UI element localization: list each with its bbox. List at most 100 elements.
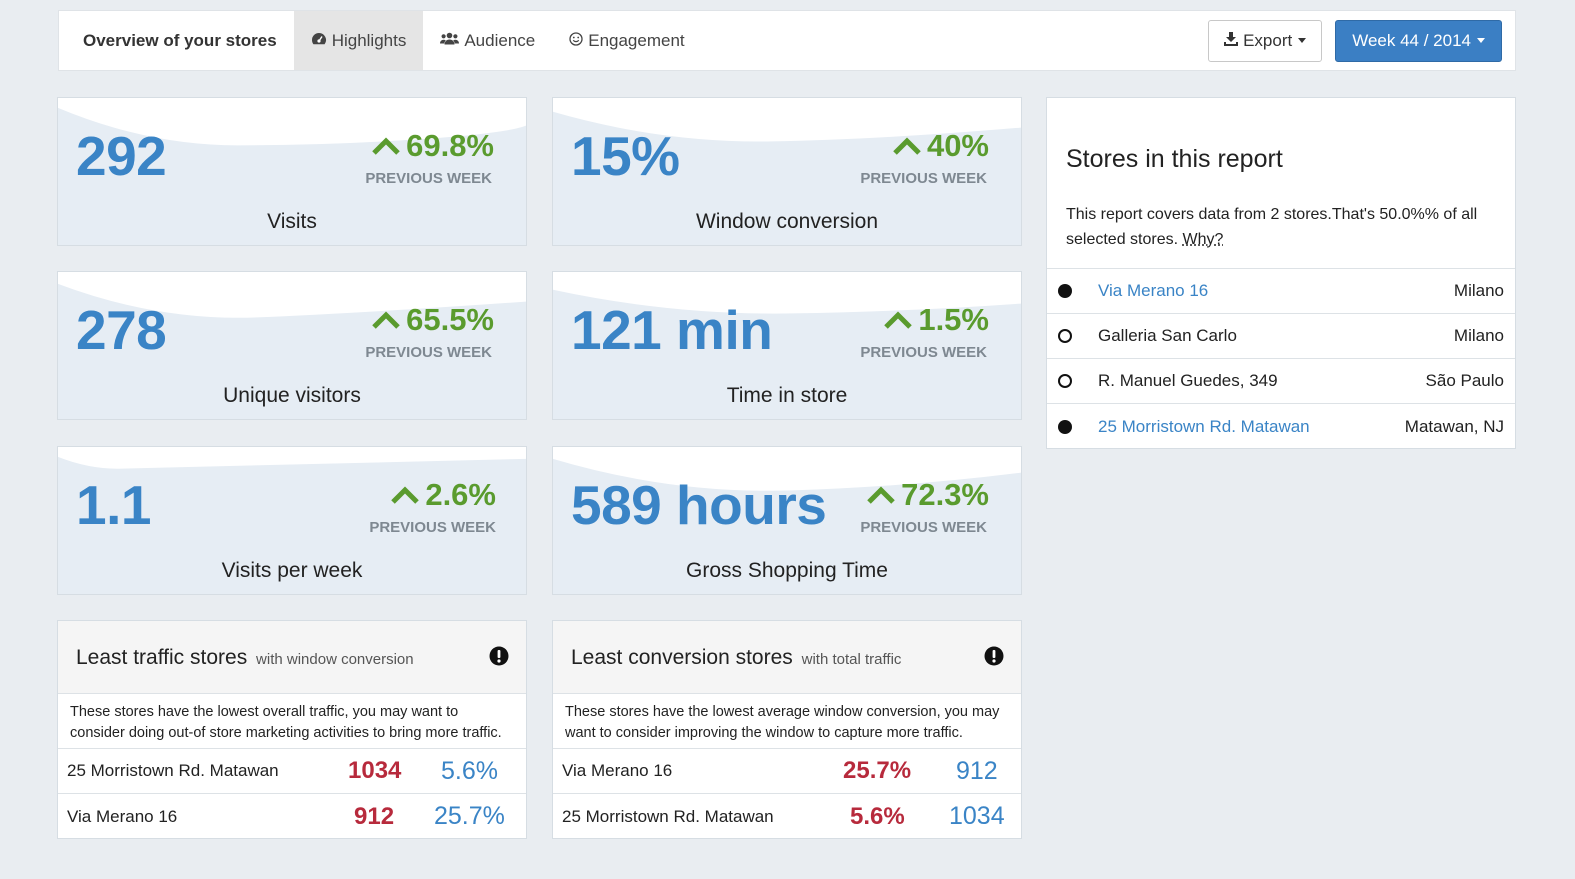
kpi-change: 40% bbox=[893, 128, 989, 164]
stores-panel: Stores in this report This report covers… bbox=[1046, 97, 1516, 449]
store-row[interactable]: R. Manuel Guedes, 349 São Paulo bbox=[1047, 359, 1515, 404]
panel-title: Least traffic stores with window convers… bbox=[76, 646, 414, 670]
kpi-label: Gross Shopping Time bbox=[686, 559, 888, 582]
dashboard-icon bbox=[311, 32, 327, 49]
kpi-card-window-conversion: 15% 40% PREVIOUS WEEK Window conversion bbox=[552, 97, 1022, 246]
stores-description-text: This report covers data from 2 stores.Th… bbox=[1066, 206, 1478, 248]
conversion-value: 5.6% bbox=[850, 802, 905, 830]
kpi-change-value: 1.5% bbox=[918, 302, 989, 337]
tab-audience-label: Audience bbox=[464, 30, 536, 50]
trend-up-icon bbox=[884, 311, 913, 329]
panel-header: Least traffic stores with window convers… bbox=[58, 621, 526, 694]
stores-panel-title: Stores in this report bbox=[1066, 145, 1283, 173]
store-name: Galleria San Carlo bbox=[1098, 326, 1237, 345]
kpi-change: 69.8% bbox=[372, 128, 494, 164]
table-row: 25 Morristown Rd. Matawan 1034 5.6% bbox=[58, 749, 526, 794]
kpi-label: Time in store bbox=[726, 384, 848, 407]
kpi-value: 292 bbox=[76, 125, 167, 187]
kpi-value: 121 min bbox=[571, 299, 773, 361]
sparkline-background bbox=[553, 458, 1021, 594]
store-name-link[interactable]: Via Merano 16 bbox=[1098, 281, 1209, 300]
store-name: R. Manuel Guedes, 349 bbox=[1098, 371, 1278, 390]
kpi-label: Visits bbox=[267, 210, 317, 233]
users-icon bbox=[440, 32, 460, 49]
store-city: Milano bbox=[1453, 281, 1504, 300]
tab-highlights[interactable]: Highlights bbox=[293, 11, 424, 70]
kpi-compare-label: PREVIOUS WEEK bbox=[860, 519, 987, 536]
export-button[interactable]: Export bbox=[1208, 19, 1323, 62]
panel-subtitle: with total traffic bbox=[801, 651, 902, 668]
trend-up-icon bbox=[867, 486, 895, 504]
least-traffic-panel: Least traffic stores with window convers… bbox=[57, 620, 527, 839]
store-row[interactable]: 25 Morristown Rd. Matawan Matawan, NJ bbox=[1047, 404, 1515, 449]
store-city: Matawan, NJ bbox=[1404, 416, 1504, 436]
kpi-change: 72.3% bbox=[867, 477, 989, 513]
traffic-value: 912 bbox=[956, 756, 998, 785]
kpi-value: 278 bbox=[76, 299, 167, 361]
stores-panel-description: This report covers data from 2 stores.Th… bbox=[1066, 202, 1506, 252]
kpi-value: 15% bbox=[571, 125, 680, 187]
download-icon bbox=[1224, 31, 1239, 50]
kpi-card-visits: 292 69.8% PREVIOUS WEEK Visits bbox=[57, 97, 527, 246]
kpi-compare-label: PREVIOUS WEEK bbox=[365, 344, 492, 361]
conversion-value: 5.6% bbox=[441, 756, 498, 785]
chevron-down-icon bbox=[1298, 38, 1307, 43]
kpi-value: 589 hours bbox=[571, 474, 827, 536]
tab-overview[interactable]: Overview of your stores bbox=[59, 11, 294, 70]
chevron-down-icon bbox=[1477, 38, 1485, 43]
store-city: São Paulo bbox=[1425, 371, 1504, 390]
kpi-change: 1.5% bbox=[884, 302, 989, 338]
sparkline-background bbox=[58, 107, 526, 245]
smile-icon bbox=[569, 31, 583, 50]
kpi-label: Window conversion bbox=[695, 210, 879, 233]
tab-engagement[interactable]: Engagement bbox=[552, 11, 701, 70]
panel-title-text: Least conversion stores bbox=[571, 646, 793, 669]
kpi-change: 65.5% bbox=[372, 302, 494, 338]
week-label: Week 44 / 2014 bbox=[1352, 30, 1471, 50]
store-row[interactable]: Via Merano 16 Milano bbox=[1047, 269, 1515, 314]
panel-description: These stores have the lowest overall tra… bbox=[58, 694, 526, 749]
least-conversion-panel: Least conversion stores with total traff… bbox=[552, 620, 1022, 839]
panel-subtitle: with window conversion bbox=[256, 651, 414, 668]
kpi-change-value: 40% bbox=[926, 128, 989, 163]
panel-title: Least conversion stores with total traff… bbox=[571, 646, 901, 670]
week-selector-button[interactable]: Week 44 / 2014 bbox=[1335, 19, 1502, 62]
kpi-compare-label: PREVIOUS WEEK bbox=[860, 170, 987, 187]
table-row: Via Merano 16 912 25.7% bbox=[58, 794, 526, 839]
table-row: 25 Morristown Rd. Matawan 5.6% 1034 bbox=[553, 794, 1021, 839]
traffic-value: 912 bbox=[354, 802, 395, 830]
traffic-value: 1034 bbox=[949, 802, 1005, 830]
panel-description: These stores have the lowest average win… bbox=[553, 694, 1021, 749]
info-icon[interactable] bbox=[489, 646, 509, 671]
store-row[interactable]: Galleria San Carlo Milano bbox=[1047, 314, 1515, 359]
table-row: Via Merano 16 25.7% 912 bbox=[553, 749, 1021, 794]
nav-actions: Export Week 44 / 2014 bbox=[1208, 19, 1515, 62]
kpi-compare-label: PREVIOUS WEEK bbox=[365, 170, 492, 187]
kpi-value: 1.1 bbox=[76, 474, 151, 536]
tab-overview-label: Overview of your stores bbox=[83, 30, 277, 50]
conversion-value: 25.7% bbox=[843, 757, 912, 784]
panel-title-text: Least traffic stores bbox=[76, 646, 248, 669]
store-included-icon bbox=[1058, 419, 1072, 434]
tab-highlights-label: Highlights bbox=[331, 30, 407, 50]
kpi-change-value: 65.5% bbox=[406, 302, 494, 337]
store-excluded-icon bbox=[1058, 374, 1072, 388]
trend-up-icon bbox=[372, 311, 400, 329]
export-label: Export bbox=[1243, 30, 1293, 50]
info-icon[interactable] bbox=[984, 646, 1004, 671]
store-excluded-icon bbox=[1058, 329, 1072, 343]
traffic-value: 1034 bbox=[348, 757, 402, 784]
store-list: Via Merano 16 Milano Galleria San Carlo … bbox=[1047, 268, 1515, 449]
kpi-compare-label: PREVIOUS WEEK bbox=[860, 344, 987, 361]
kpi-card-visits-per-week: 1.1 2.6% PREVIOUS WEEK Visits per week bbox=[57, 446, 527, 595]
kpi-label: Unique visitors bbox=[223, 384, 361, 407]
why-link[interactable]: Why? bbox=[1182, 231, 1224, 248]
tab-audience[interactable]: Audience bbox=[423, 11, 552, 70]
store-name-link[interactable]: 25 Morristown Rd. Matawan bbox=[1098, 416, 1310, 436]
kpi-change-value: 72.3% bbox=[901, 477, 989, 512]
kpi-label: Visits per week bbox=[221, 559, 363, 582]
store-name: 25 Morristown Rd. Matawan bbox=[562, 806, 774, 826]
tab-engagement-label: Engagement bbox=[588, 30, 685, 50]
store-name: Via Merano 16 bbox=[67, 806, 178, 826]
kpi-change: 2.6% bbox=[391, 477, 496, 513]
